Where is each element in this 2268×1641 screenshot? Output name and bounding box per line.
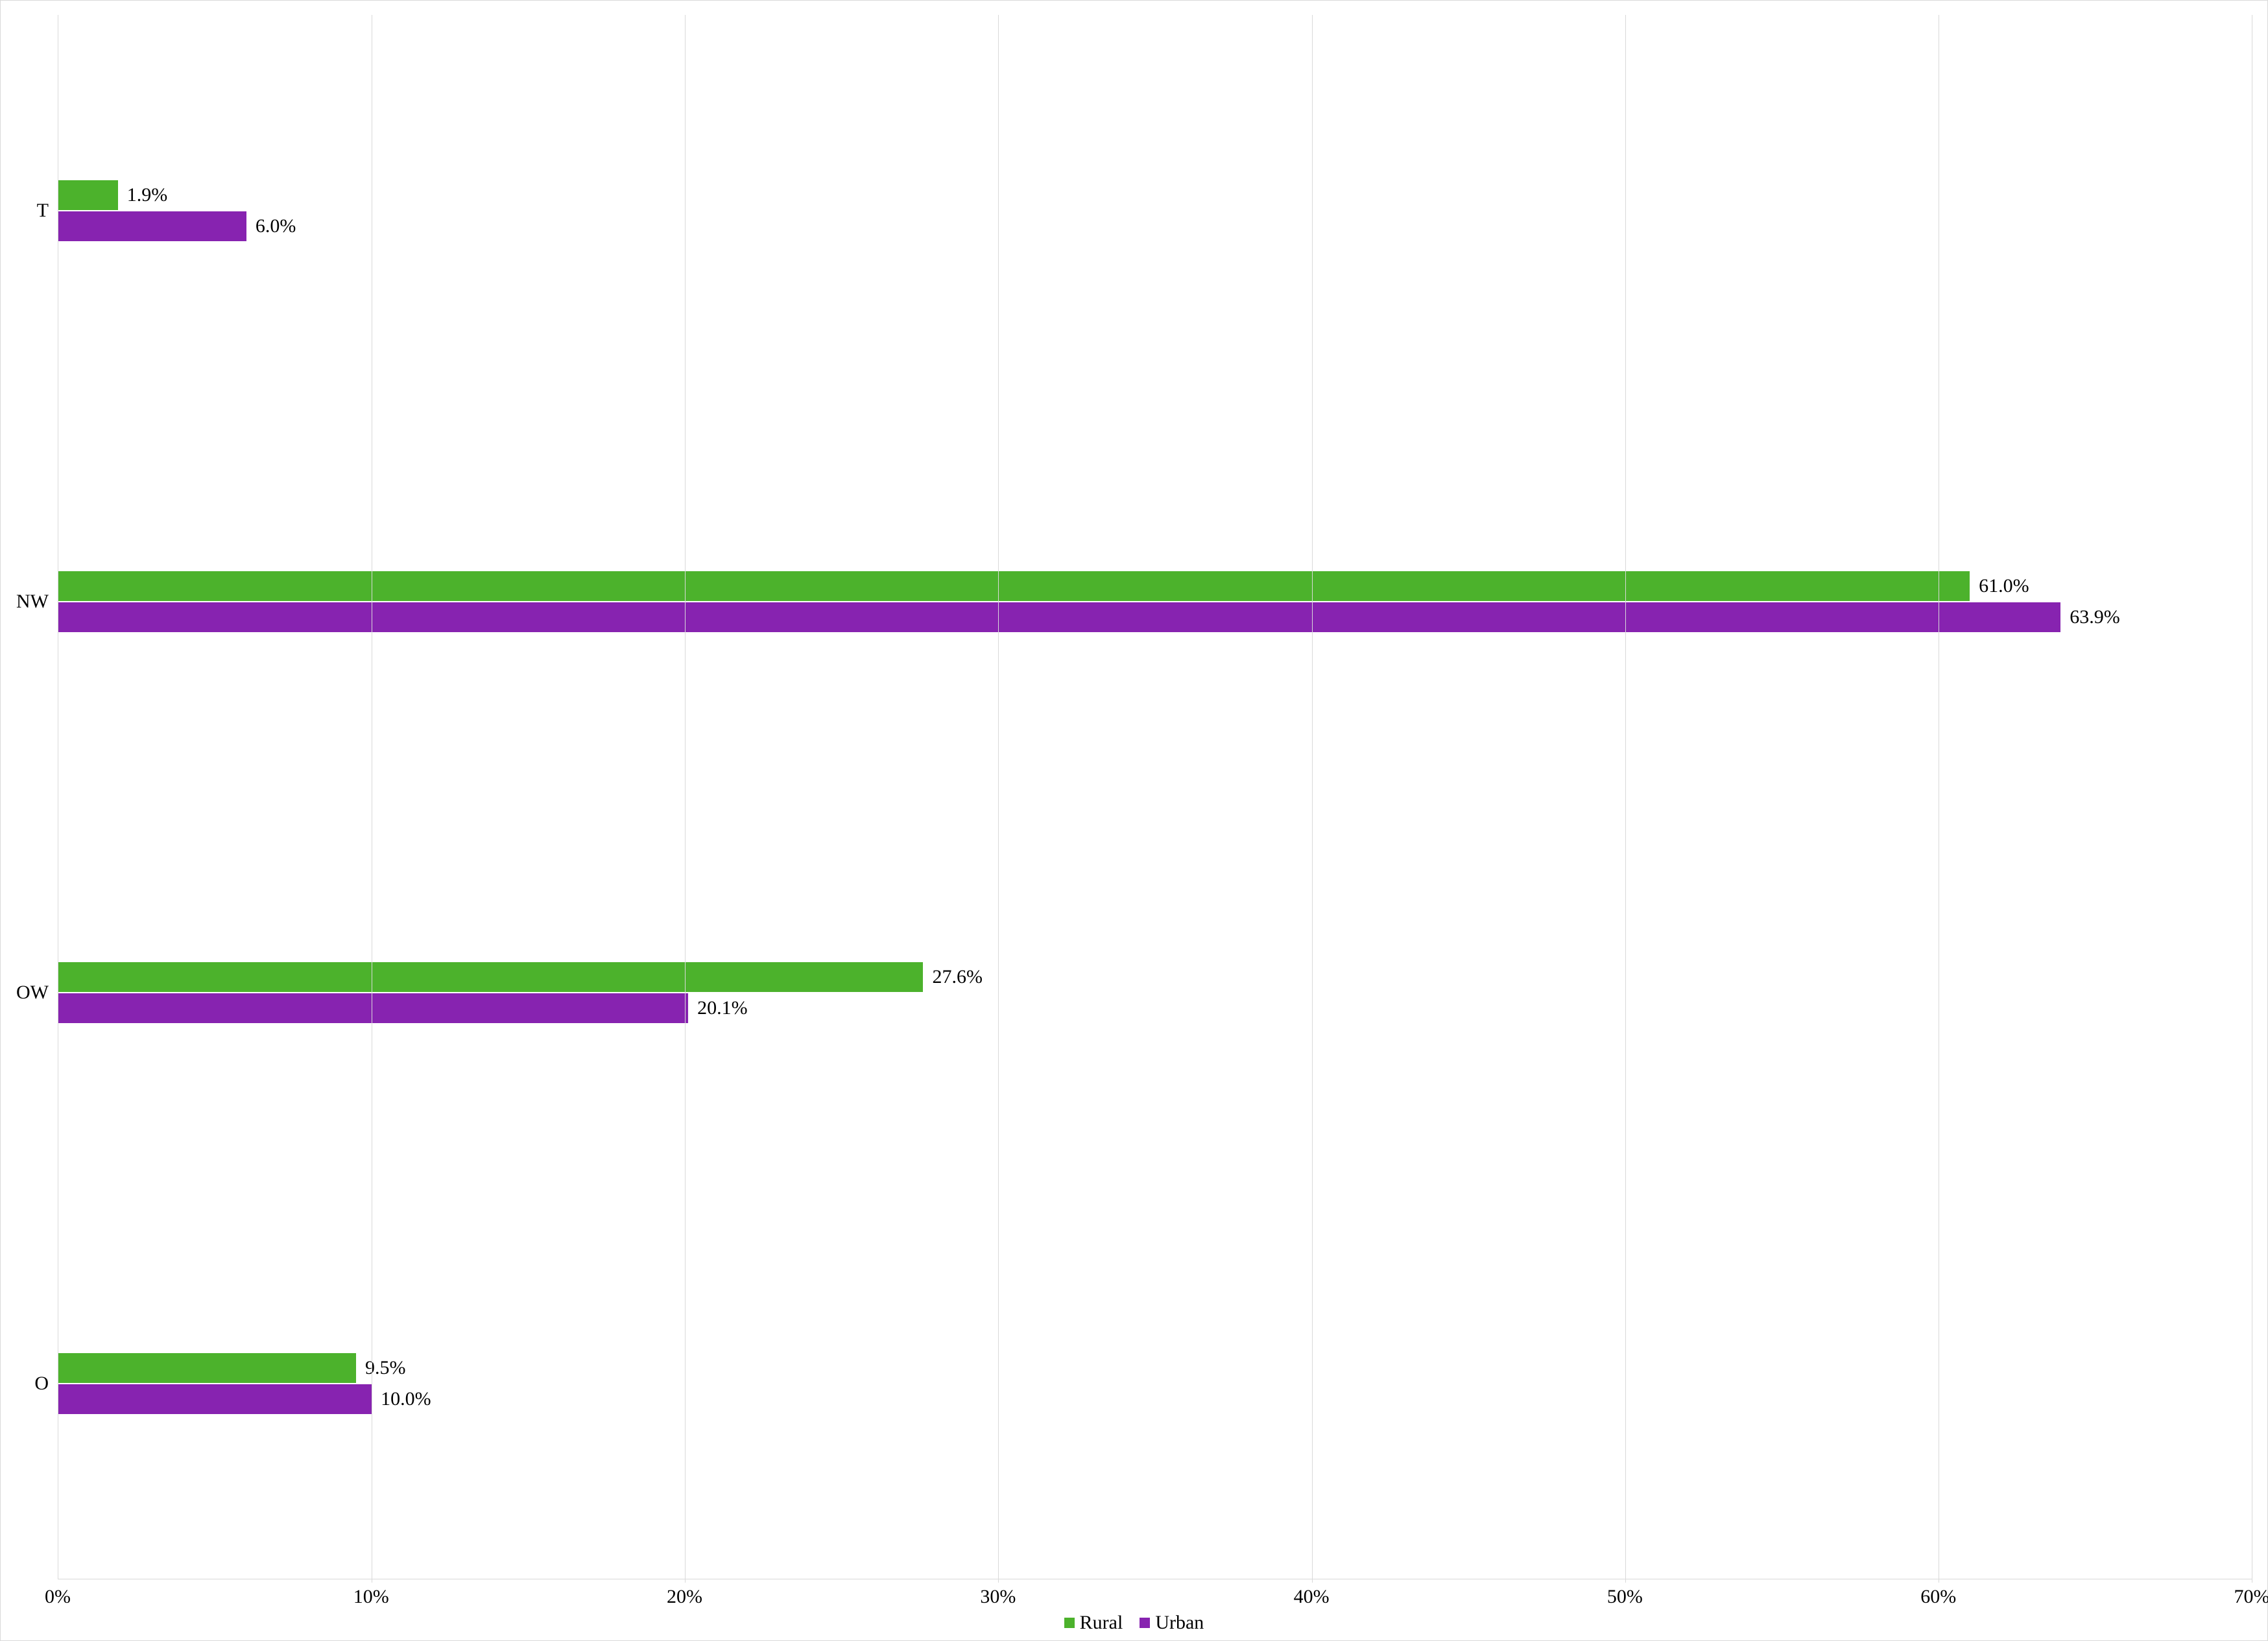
bar-row: 27.6% [58,962,2252,992]
legend-label: Rural [1080,1612,1123,1634]
bar-value-label: 63.9% [2070,606,2120,628]
legend-swatch [1064,1618,1075,1628]
gridline [1625,15,1626,1583]
gridline [1312,15,1313,1583]
bar-row: 9.5% [58,1353,2252,1383]
bar-O-urban [58,1384,372,1414]
x-tick-label: 10% [353,1586,389,1608]
legend-item-urban: Urban [1140,1612,1204,1634]
bar-group-O: 9.5% 10.0% [58,1188,2252,1579]
gridline [998,15,999,1583]
bar-value-label: 27.6% [932,966,983,988]
bar-T-rural [58,180,118,210]
bar-row: 61.0% [58,571,2252,601]
x-tick-label: 70% [2234,1586,2268,1608]
category-label-OW: OW [16,982,49,1004]
bar-row: 10.0% [58,1384,2252,1414]
x-tick-label: 40% [1294,1586,1330,1608]
legend: Rural Urban [16,1607,2252,1634]
x-tick-label: 30% [980,1586,1016,1608]
bar-group-T: 1.9% 6.0% [58,15,2252,406]
legend-item-rural: Rural [1064,1612,1123,1634]
bar-value-label: 10.0% [381,1388,431,1410]
plot-area: 1.9% 6.0% 61.0% 63.9% 27.6% 20.1% 9.5% 10.0% [58,15,2252,1579]
legend-swatch [1140,1618,1150,1628]
bar-group-NW: 61.0% 63.9% [58,406,2252,797]
gridline [685,15,686,1583]
bar-row: 6.0% [58,211,2252,241]
bar-OW-rural [58,962,923,992]
bar-value-label: 6.0% [256,215,296,237]
bars-container: 1.9% 6.0% 61.0% 63.9% 27.6% 20.1% 9.5% 10.0% [58,15,2252,1579]
bar-group-OW: 27.6% 20.1% [58,797,2252,1188]
bar-value-label: 61.0% [1979,575,2029,597]
category-label-O: O [34,1373,49,1395]
x-tick-label: 50% [1607,1586,1643,1608]
category-label-NW: NW [16,591,49,613]
bar-row: 1.9% [58,180,2252,210]
x-tick-label: 60% [1920,1586,1956,1608]
bar-NW-rural [58,571,1970,601]
chart-frame: TNWOWO 1.9%6.0%61.0%63.9%27.6%20.1%9.5%1… [0,0,2268,1641]
legend-label: Urban [1155,1612,1204,1634]
plot-row: TNWOWO 1.9%6.0%61.0%63.9%27.6%20.1%9.5%1… [16,15,2252,1579]
bar-NW-urban [58,602,2060,632]
bar-value-label: 20.1% [697,997,748,1019]
x-tick-label: 0% [45,1586,71,1608]
bar-row: 20.1% [58,993,2252,1023]
category-label-T: T [37,200,49,222]
bar-O-rural [58,1353,356,1383]
bar-T-urban [58,211,246,241]
y-axis-labels: T NW OW O [16,15,58,1579]
x-axis: 0%10%20%30%40%50%60%70% [58,1586,2252,1607]
bar-OW-urban [58,993,688,1023]
x-tick-label: 20% [667,1586,702,1608]
bar-row: 63.9% [58,602,2252,632]
bar-value-label: 1.9% [127,184,168,206]
x-axis-row: 0%10%20%30%40%50%60%70% [16,1579,2252,1607]
